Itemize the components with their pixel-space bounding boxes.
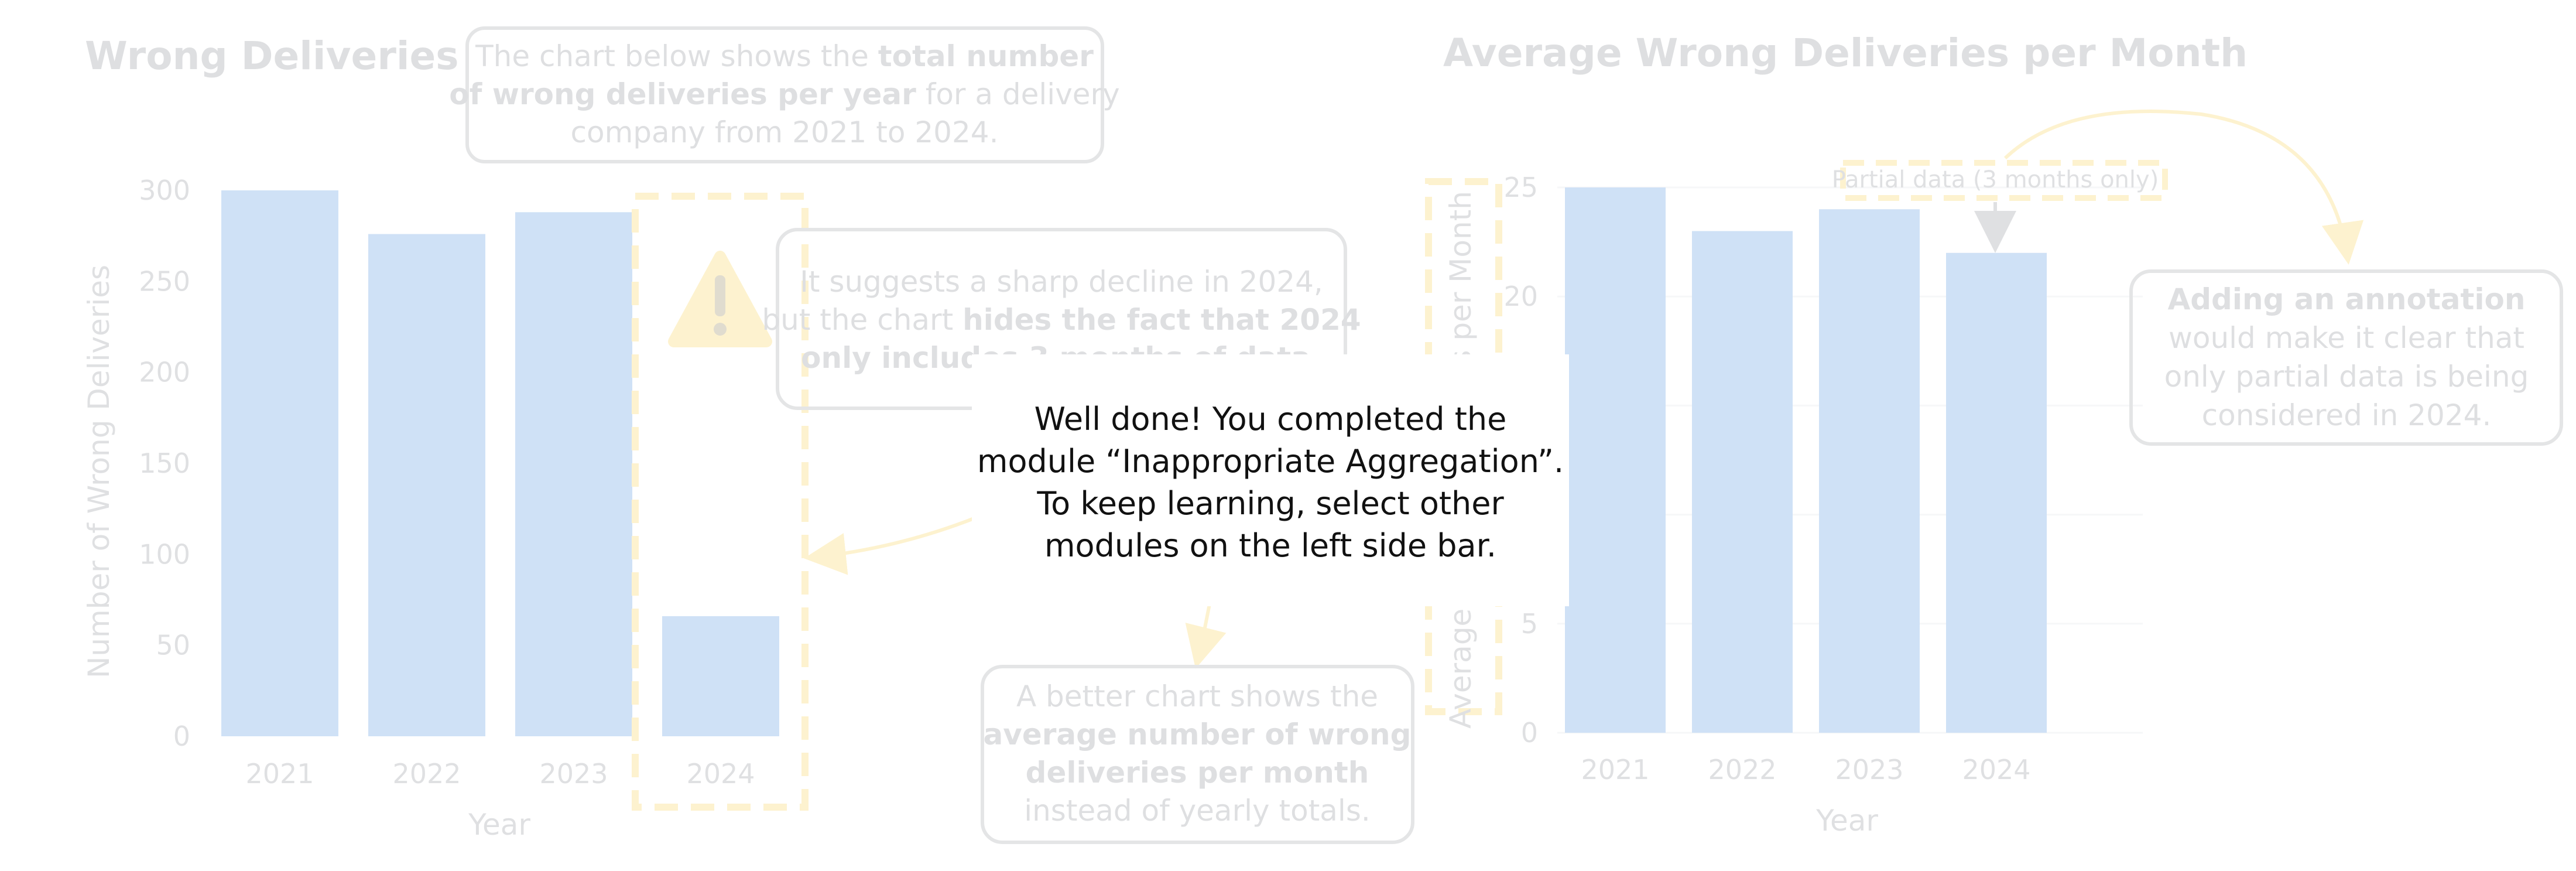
callout-line: considered in 2024. xyxy=(2202,398,2492,432)
bar-2024 xyxy=(662,616,779,736)
partial-data-label-frame xyxy=(1840,160,2168,201)
exclamation-triangle-icon xyxy=(668,251,772,347)
better-chart-callout-box xyxy=(981,665,1414,844)
callout-line: of wrong deliveries per year for a deliv… xyxy=(449,77,1119,111)
callout-line: The chart below shows the total number xyxy=(475,39,1094,73)
callout-line: company from 2021 to 2024. xyxy=(571,115,999,149)
y-tick-label: 50 xyxy=(156,630,190,661)
x-tick-label: 2023 xyxy=(539,758,608,790)
bar-2022 xyxy=(1692,231,1793,733)
y-tick-label: 250 xyxy=(139,265,190,297)
callout-line: would make it clear that xyxy=(2169,321,2524,355)
bar-2024 xyxy=(1946,252,2047,733)
y-tick-label: 200 xyxy=(139,357,190,388)
bar-2022 xyxy=(368,234,485,736)
callout-line: Adding an annotation xyxy=(2168,282,2526,316)
annotation-callout-text: Adding an annotation would make it clear … xyxy=(2164,282,2529,432)
x-tick-label: 2023 xyxy=(1835,754,1903,785)
highlight-2024-frame xyxy=(632,193,809,811)
callout-line: average number of wrong xyxy=(984,718,1412,752)
partial-data-label: Partial data (3 months only) xyxy=(1832,166,2159,193)
x-axis-label: Year xyxy=(468,808,530,842)
bar-2021 xyxy=(1565,187,1666,733)
x-tick-label: 2021 xyxy=(245,758,314,790)
callout-line: only partial data is being xyxy=(2164,360,2529,394)
y-tick-label: 20 xyxy=(1503,281,1538,312)
y-tick-label: 0 xyxy=(1521,717,1538,749)
warning-arrow xyxy=(804,508,996,575)
right-chart-title: Average Wrong Deliveries per Month xyxy=(1443,30,2248,76)
callout-line: A better chart shows the xyxy=(1016,679,1378,713)
bar-2023 xyxy=(515,212,632,736)
callout-line: It suggests a sharp decline in 2024, xyxy=(800,265,1323,299)
callout-line: but the chart hides the fact that 2024 xyxy=(762,303,1361,337)
bar-2023 xyxy=(1819,209,1920,733)
x-tick-label: 2022 xyxy=(1708,754,1776,785)
x-tick-label: 2021 xyxy=(1581,754,1649,785)
annotation-callout-box xyxy=(2129,269,2563,446)
y-tick-label: 0 xyxy=(173,720,190,752)
completion-dialog: Well done! You completed the module “Ina… xyxy=(972,354,1569,606)
x-tick-label: 2024 xyxy=(686,758,755,790)
callout-line: instead of yearly totals. xyxy=(1024,794,1371,828)
intro-callout-text: The chart below shows the total number of… xyxy=(449,39,1119,149)
y-tick-label: 100 xyxy=(139,538,190,570)
x-tick-label: 2022 xyxy=(392,758,461,790)
x-tick-label: 2024 xyxy=(1962,754,2030,785)
annotation-arrow xyxy=(2003,110,2364,265)
x-axis-label: Year xyxy=(1815,804,1878,838)
y-tick-label: 150 xyxy=(139,448,190,479)
y-tick-label: 5 xyxy=(1521,608,1538,640)
better-chart-callout-text: A better chart shows the average number o… xyxy=(984,679,1412,828)
intro-callout-box xyxy=(465,26,1104,163)
completion-message: Well done! You completed the module “Ina… xyxy=(977,401,1564,564)
y-tick-label: 300 xyxy=(139,175,190,206)
callout-line: deliveries per month xyxy=(1026,756,1369,790)
left-chart-title: Wrong Deliveries xyxy=(85,33,459,78)
wrong-deliveries-bar-chart: 0 50 100 150 200 250 300 2021 2022 2023 2024 Year Nu… xyxy=(82,175,779,842)
y-tick-label: 25 xyxy=(1503,172,1538,203)
y-axis-label: Number of Wrong Deliveries xyxy=(82,265,116,678)
bar-2021 xyxy=(221,190,338,736)
